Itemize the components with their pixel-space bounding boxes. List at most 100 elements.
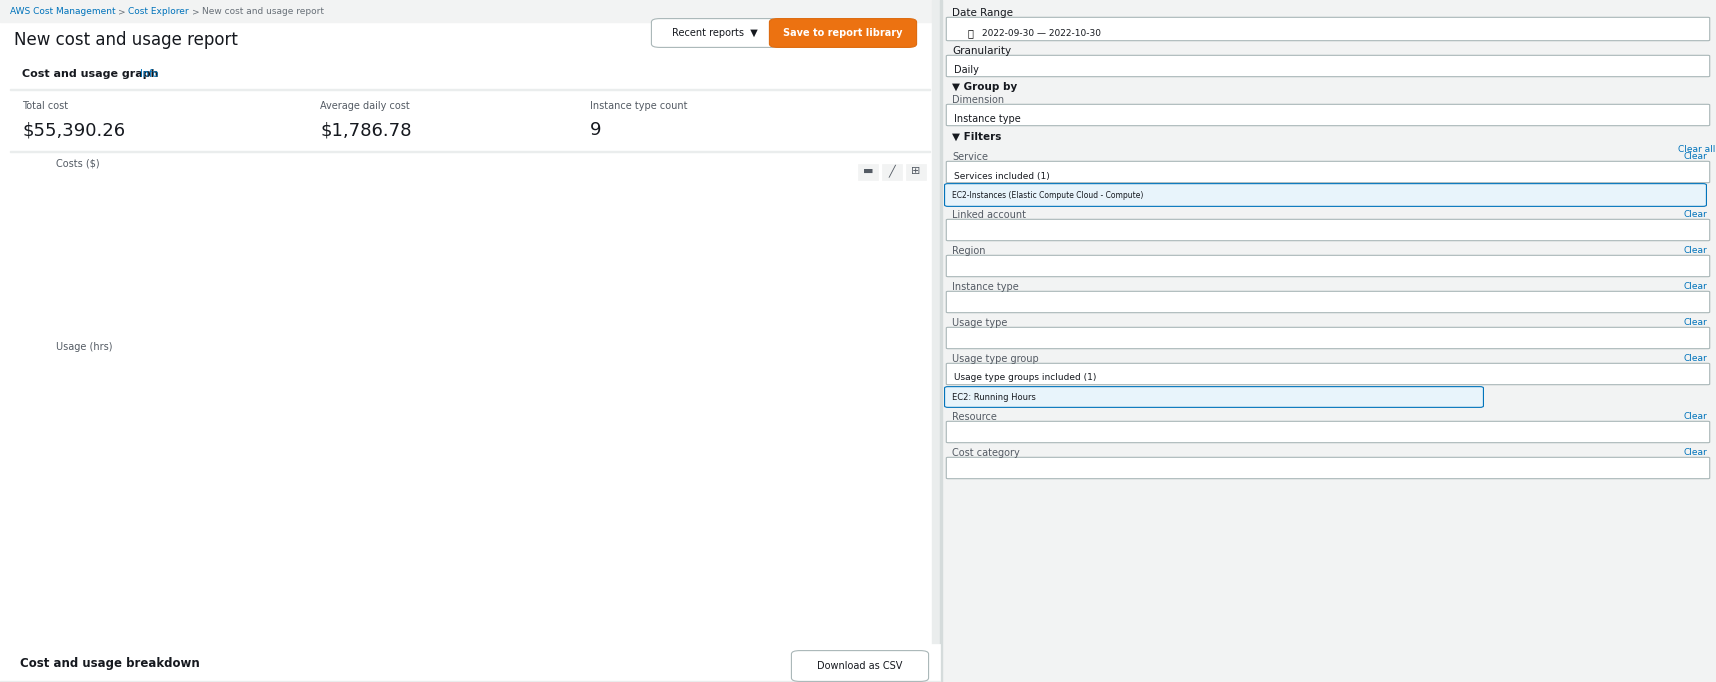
- Bar: [511, 328, 532, 338]
- Bar: [341, 385, 364, 389]
- Bar: [819, 209, 841, 214]
- Bar: [595, 432, 616, 453]
- Bar: [566, 319, 587, 323]
- Bar: [623, 226, 644, 235]
- Bar: [482, 312, 503, 313]
- Text: Services included (1): Services included (1): [954, 171, 1050, 181]
- Bar: [482, 291, 503, 301]
- Bar: [398, 285, 419, 287]
- Bar: [398, 341, 419, 346]
- Bar: [734, 237, 757, 263]
- Bar: [707, 213, 728, 223]
- Bar: [539, 386, 559, 453]
- Bar: [680, 213, 700, 223]
- Bar: [341, 409, 364, 453]
- Bar: [848, 355, 868, 453]
- Text: Cost category: Cost category: [952, 448, 1019, 458]
- Bar: [791, 239, 812, 254]
- Bar: [819, 273, 841, 292]
- Bar: [764, 209, 784, 214]
- Bar: [903, 198, 925, 202]
- Bar: [650, 256, 673, 276]
- Bar: [680, 230, 700, 237]
- Bar: [566, 282, 587, 284]
- Bar: [314, 301, 335, 303]
- Bar: [875, 209, 896, 214]
- Text: ▼ Group by: ▼ Group by: [952, 82, 1018, 92]
- Bar: [903, 209, 925, 214]
- Text: AWS Cost Management: AWS Cost Management: [10, 8, 115, 16]
- Bar: [146, 420, 166, 431]
- Bar: [903, 221, 925, 239]
- Bar: [314, 385, 335, 389]
- Bar: [341, 301, 364, 303]
- Bar: [875, 314, 896, 355]
- Bar: [89, 321, 110, 327]
- Bar: [202, 404, 223, 406]
- Bar: [764, 263, 784, 327]
- Bar: [398, 331, 419, 336]
- Bar: [764, 314, 784, 355]
- Bar: [539, 325, 559, 335]
- Bar: [566, 348, 587, 357]
- Bar: [455, 387, 475, 453]
- Bar: [680, 203, 700, 209]
- Bar: [341, 310, 364, 327]
- Bar: [566, 291, 587, 301]
- Bar: [791, 202, 812, 209]
- Text: Average daily cost: Average daily cost: [319, 101, 410, 111]
- Bar: [566, 280, 587, 282]
- Bar: [287, 385, 307, 389]
- Text: Total cost: Total cost: [22, 101, 69, 111]
- Bar: [903, 273, 925, 292]
- Bar: [230, 404, 251, 406]
- Bar: [734, 241, 757, 256]
- Bar: [903, 209, 925, 211]
- Bar: [426, 357, 448, 365]
- Bar: [680, 237, 700, 263]
- Bar: [511, 278, 532, 281]
- Bar: [595, 315, 616, 320]
- Bar: [371, 372, 391, 377]
- Bar: [875, 263, 896, 327]
- Bar: [511, 284, 532, 287]
- Bar: [595, 403, 616, 406]
- Bar: [623, 207, 644, 210]
- Bar: [511, 312, 532, 313]
- Bar: [566, 284, 587, 288]
- Text: Instance type: Instance type: [954, 114, 1021, 124]
- Bar: [455, 278, 475, 281]
- Text: Instance type count: Instance type count: [590, 101, 688, 111]
- Bar: [650, 209, 673, 216]
- Bar: [482, 338, 503, 346]
- Bar: [566, 288, 587, 291]
- Text: ▬: ▬: [863, 166, 873, 176]
- Text: Save to report library: Save to report library: [782, 28, 903, 38]
- Bar: [511, 291, 532, 301]
- Bar: [595, 400, 616, 403]
- Bar: [314, 389, 335, 409]
- Bar: [734, 314, 757, 355]
- Text: Usage type groups included (1): Usage type groups included (1): [954, 374, 1097, 383]
- Bar: [734, 211, 757, 213]
- Bar: [566, 387, 587, 453]
- Bar: [734, 355, 757, 453]
- Bar: [903, 222, 925, 228]
- Bar: [650, 216, 673, 222]
- Text: Cost Explorer: Cost Explorer: [129, 8, 189, 16]
- Text: Clear: Clear: [1683, 246, 1707, 255]
- Text: Dimension: Dimension: [952, 95, 1004, 105]
- Bar: [623, 362, 644, 453]
- Text: Usage type group: Usage type group: [952, 354, 1038, 364]
- Bar: [791, 209, 812, 214]
- Bar: [511, 338, 532, 346]
- Text: Cost and usage breakdown: Cost and usage breakdown: [21, 657, 199, 670]
- Bar: [791, 228, 812, 237]
- Bar: [230, 312, 251, 317]
- Bar: [566, 323, 587, 327]
- Bar: [118, 318, 139, 321]
- Bar: [371, 402, 391, 453]
- Text: EC2-Instances (Elastic Compute Cloud - Compute): EC2-Instances (Elastic Compute Cloud - C…: [952, 190, 1143, 200]
- Bar: [875, 221, 896, 239]
- Text: Cost and usage graph: Cost and usage graph: [22, 69, 158, 79]
